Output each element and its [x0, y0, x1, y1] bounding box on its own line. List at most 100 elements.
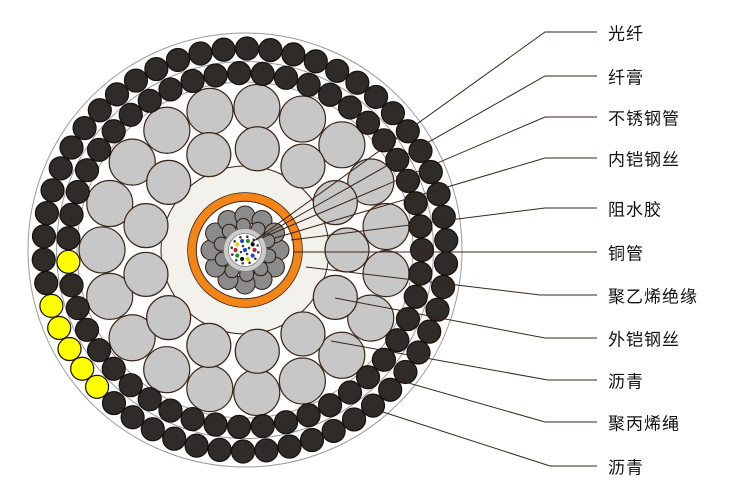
label-asphalt-outer: 沥青: [608, 458, 644, 478]
outer-armor-steel-row-outer-circle: [108, 138, 156, 186]
polypropylene-rope-ring-inner-circle: [65, 295, 90, 321]
polypropylene-rope-ring-inner-circle: [337, 95, 363, 120]
outer-armor-steel-row-outer-circle: [233, 83, 281, 132]
optical-fiber-dot: [252, 247, 257, 253]
polypropylene-rope-ring-outer-circle: [39, 293, 64, 318]
polypropylene-rope-ring-inner-circle: [226, 60, 252, 86]
polypropylene-rope-ring-outer-circle: [360, 393, 386, 418]
leader-line-water-blocking-gel: [290, 207, 597, 241]
outer-armor-steel-row-inner-circle: [312, 179, 358, 226]
polypropylene-rope-ring-outer-circle: [426, 182, 451, 207]
copper-tube-outer-edge: [187, 192, 303, 308]
polypropylene-rope-ring-outer-circle: [431, 204, 456, 230]
polypropylene-rope-ring-inner-circle: [203, 63, 228, 88]
outer-armor-steel-row-inner-circle: [280, 143, 326, 189]
polypropylene-rope-ring-outer-circle: [378, 377, 403, 402]
polypropylene-rope-ring-outer-circle: [234, 36, 260, 61]
leader-line-stainless-steel-tube: [261, 116, 597, 239]
optical-fiber-dot: [233, 247, 238, 253]
polypropylene-rope-ring-outer-circle: [140, 417, 165, 442]
polypropylene-rope-ring-outer-circle: [188, 41, 213, 66]
polypropylene-rope-ring-inner-circle: [403, 191, 428, 216]
outer-armor-steel-row-outer-circle: [143, 106, 191, 154]
polypropylene-rope-ring-outer-circle: [211, 37, 236, 62]
polypropylene-rope-ring-inner-circle: [355, 365, 381, 390]
outer-armor-steel-row-inner-circle: [280, 311, 326, 357]
polypropylene-rope-ring-outer-circle: [101, 390, 127, 416]
polypropylene-rope-ring-outer-circle: [417, 319, 442, 344]
polypropylene-rope-ring-outer-circle: [230, 439, 256, 464]
polypropylene-rope-ring-outer-circle: [281, 42, 306, 67]
polypropylene-rope-ring-outer-circle: [299, 427, 325, 453]
polypropylene-rope-ring-inner-circle: [371, 347, 397, 372]
outer-armor-steel-row-outer-circle: [318, 121, 366, 169]
polypropylene-rope-ring-outer-circle: [40, 178, 65, 203]
fiber-gel-speck: [245, 252, 249, 256]
polypropylene-rope-ring-inner-circle: [65, 179, 90, 205]
polypropylene-rope-ring-inner-circle: [250, 414, 275, 439]
polypropylene-rope-ring-outer-circle: [395, 119, 420, 144]
polypropylene-rope-ring-outer-circle: [165, 47, 191, 73]
polypropylene-rope-ring-inner-circle: [158, 398, 183, 423]
polypropylene-rope-ring-outer-circle: [321, 418, 346, 444]
optical-fiber-dot: [240, 238, 245, 244]
polypropylene-rope-ring-inner-circle: [101, 356, 126, 381]
polypropylene-rope-ring-outer-circle: [144, 56, 169, 82]
label-outer-armor-steel-wire: 外铠钢丝: [608, 330, 680, 350]
fiber-gel-speck: [231, 253, 234, 256]
leader-line-optical-fiber: [250, 31, 597, 244]
outer-armor-steel-row-inner-circle: [234, 328, 280, 374]
outer-armor-steel-row-outer-circle: [143, 346, 191, 394]
polypropylene-rope-ring-outer-circle: [59, 135, 84, 160]
label-polyethylene-insulation: 聚乙烯绝缘: [608, 287, 698, 307]
optical-fiber-dot: [250, 253, 255, 258]
fiber-gel-speck: [257, 251, 260, 254]
polypropylene-rope-ring-inner-circle: [118, 102, 143, 127]
polypropylene-rope-ring-outer-circle: [34, 270, 59, 296]
polypropylene-rope-ring-inner-circle: [408, 214, 433, 239]
outer-armor-steel-row-inner-circle: [312, 274, 358, 321]
polypropylene-rope-ring-inner-circle: [385, 328, 410, 353]
polypropylene-rope-ring-inner-circle: [317, 82, 343, 107]
polypropylene-rope-ring-inner-circle: [203, 412, 228, 437]
leader-line-asphalt-inner: [330, 340, 597, 381]
copper-tube-inner-edge: [195, 200, 295, 300]
outer-armor-steel-row-outer-circle: [86, 272, 134, 320]
outer-armor-steel-row-inner-circle: [146, 159, 192, 205]
stainless-steel-tube-inner-edge: [228, 233, 262, 267]
outer-armor-steel-row-outer-circle: [318, 331, 366, 379]
label-inner-armor-steel-wire: 内铠钢丝: [608, 150, 680, 170]
label-stainless-steel-tube: 不锈钢管: [608, 109, 680, 129]
polypropylene-rope-ring-outer-circle: [380, 101, 406, 126]
optical-fiber-dot: [245, 238, 250, 244]
outer-armor-steel-row-outer-circle: [278, 357, 326, 405]
outer-armor-steel-row-inner-circle: [234, 126, 280, 172]
polypropylene-rope-ring-inner-circle: [59, 202, 84, 227]
polypropylene-rope-ring-inner-circle: [371, 128, 397, 153]
label-asphalt-inner: 沥青: [608, 372, 644, 392]
polypropylene-rope-ring-inner-circle: [56, 249, 81, 274]
polypropylene-rope-ring-outer-circle: [341, 407, 367, 432]
polypropylene-rope-ring-outer-circle: [70, 356, 95, 381]
label-optical-fiber: 光纤: [608, 24, 644, 44]
polypropylene-rope-ring-inner-circle: [317, 393, 343, 418]
optical-fiber-dot: [245, 256, 250, 262]
fiber-gel-speck: [246, 235, 249, 238]
polypropylene-rope-ring-outer-circle: [57, 336, 82, 362]
outer-armor-steel-row-outer-circle: [186, 365, 234, 413]
polypropylene-rope-ring-outer-circle: [363, 84, 389, 110]
fiber-gel-speck: [248, 261, 251, 265]
polypropylene-rope-ring-outer-circle: [430, 274, 456, 300]
leader-line-asphalt-outer: [382, 411, 597, 467]
polypropylene-rope-ring-outer-circle: [254, 438, 279, 463]
leader-line-fiber-gel: [255, 75, 597, 241]
polypropylene-rope-ring-inner-circle: [395, 168, 421, 194]
polypropylene-rope-ring-outer-circle: [418, 159, 443, 185]
fiber-gel-speck: [239, 250, 243, 254]
label-copper-tube: 铜管: [608, 244, 644, 264]
polypropylene-rope-ring-outer-circle: [87, 98, 112, 123]
label-polypropylene-rope: 聚丙烯绳: [608, 414, 680, 434]
polypropylene-rope-ring-outer-circle: [393, 359, 418, 385]
